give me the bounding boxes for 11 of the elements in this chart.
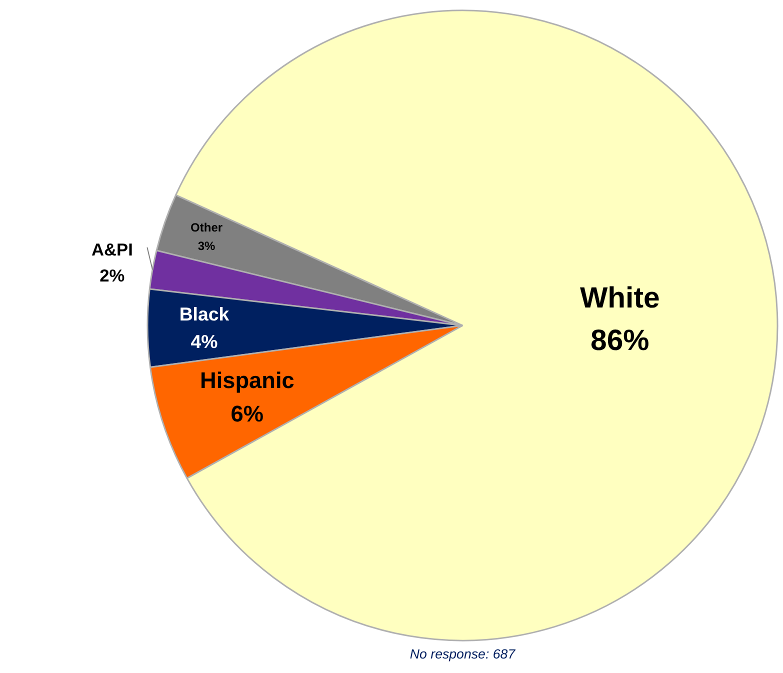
data-label: 6%	[230, 400, 264, 427]
slice-label: A&PI	[91, 239, 133, 260]
slice-label: Black	[179, 304, 230, 325]
data-label: 3%	[198, 238, 216, 253]
slice-label: Hispanic	[200, 366, 294, 393]
slice-label: Other	[190, 220, 223, 235]
data-label: 86%	[590, 324, 650, 358]
data-label: 2%	[100, 265, 125, 286]
data-label: 4%	[190, 330, 218, 352]
slice-label: White	[580, 281, 660, 314]
text: No response: 687	[410, 646, 516, 662]
